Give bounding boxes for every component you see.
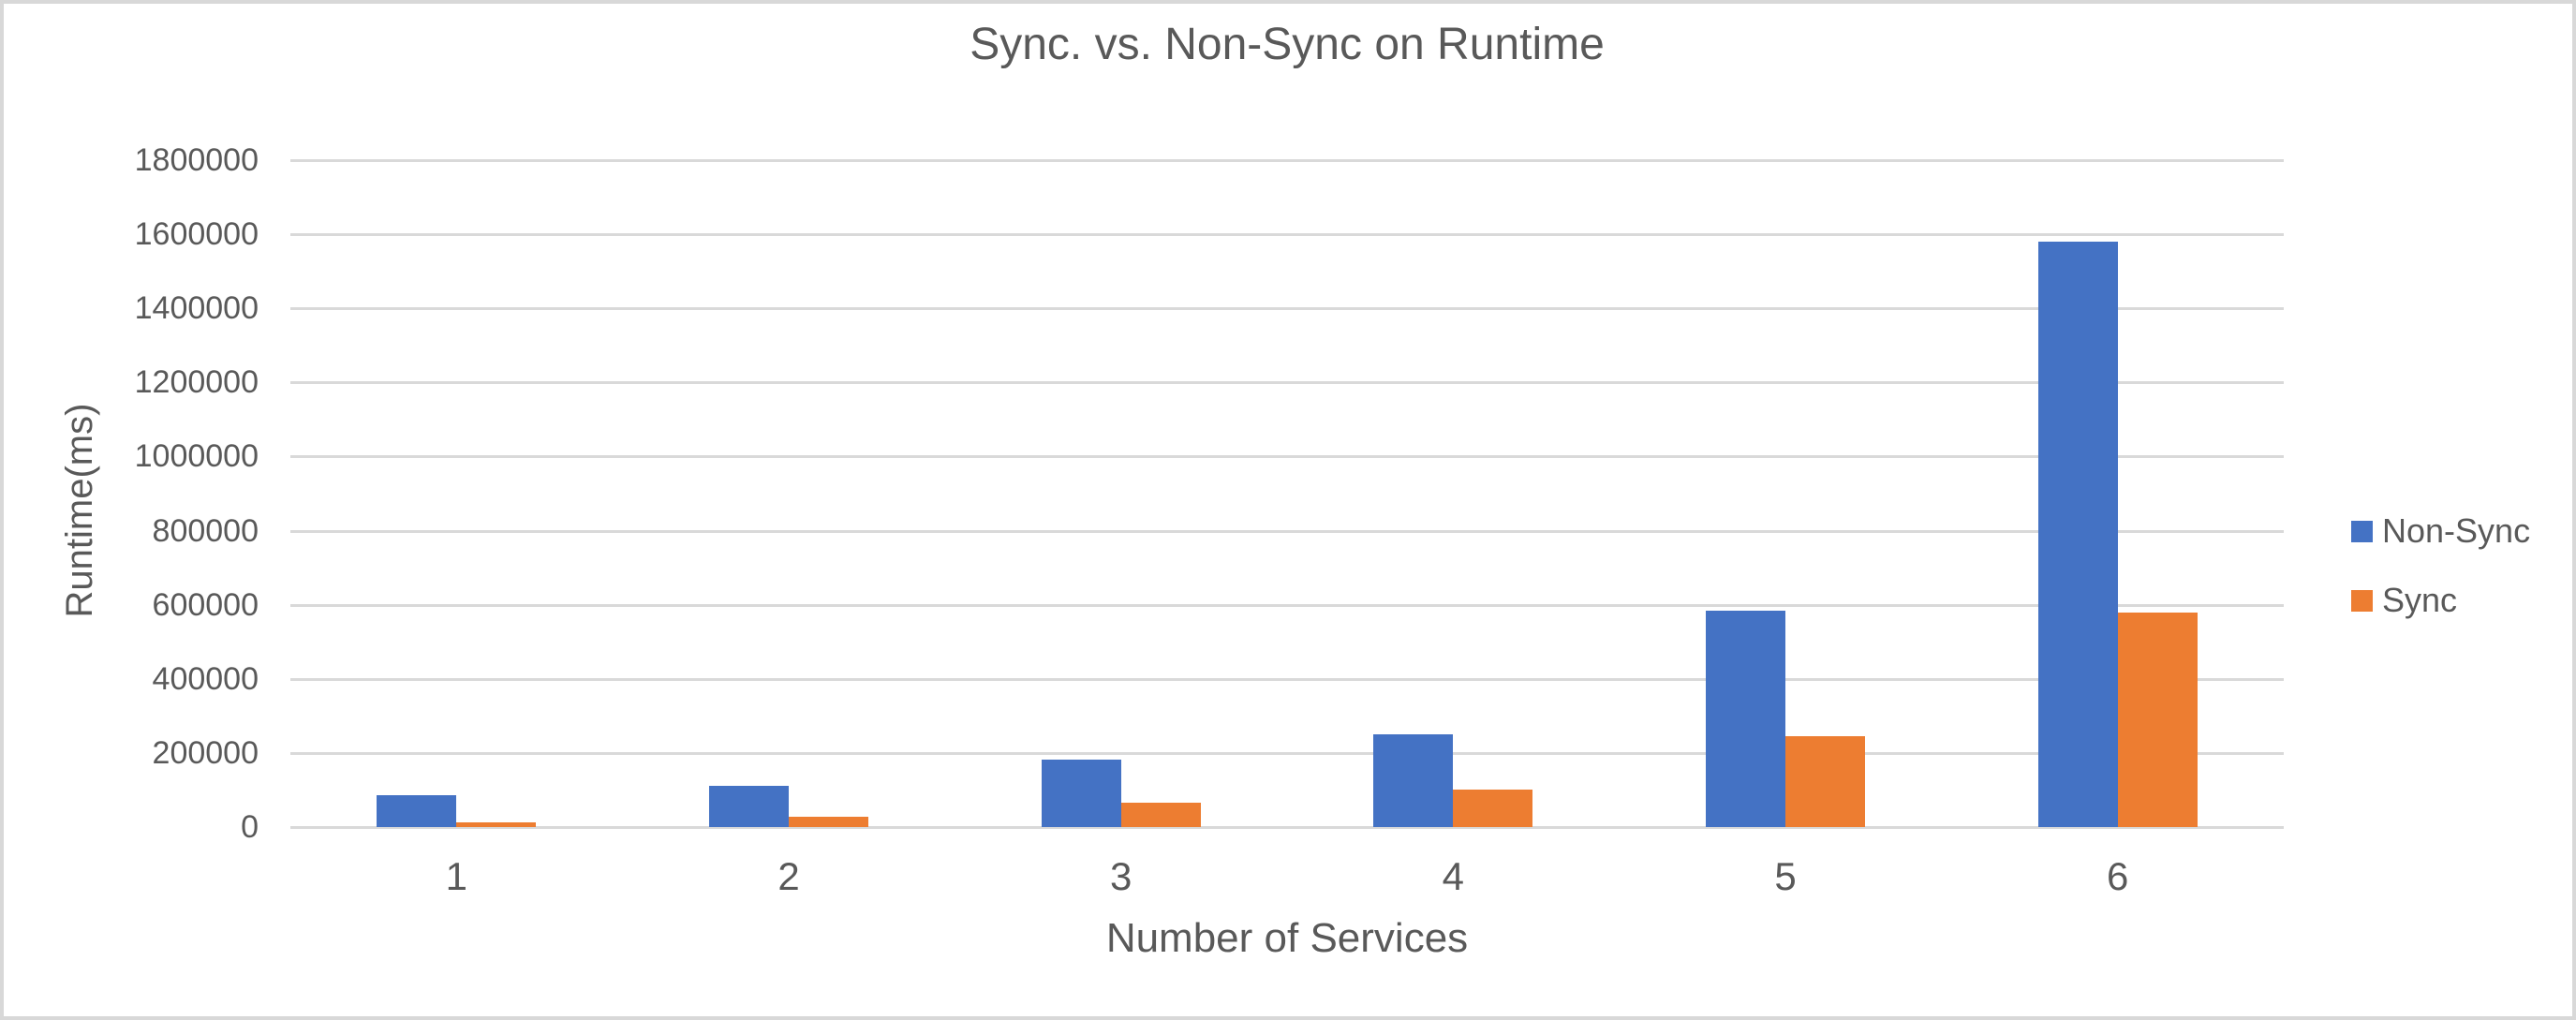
- gridline: [290, 603, 2284, 607]
- x-tick-label: 4: [1442, 854, 1464, 898]
- legend: Non-Sync Sync: [2351, 514, 2530, 617]
- x-tick-label: 2: [777, 854, 800, 898]
- bar-sync-6[interactable]: [2117, 612, 2198, 827]
- bar-sync-3[interactable]: [1120, 803, 1201, 827]
- bar-non-sync-3[interactable]: [1041, 759, 1121, 827]
- gridline: [290, 381, 2284, 385]
- y-tick-label: 0: [241, 809, 259, 845]
- gridline: [290, 233, 2284, 237]
- y-tick-label: 1600000: [134, 216, 259, 253]
- bar-sync-4[interactable]: [1453, 790, 1533, 827]
- bar-non-sync-6[interactable]: [2037, 242, 2118, 827]
- bar-sync-5[interactable]: [1785, 736, 1865, 827]
- y-tick-label: 1200000: [134, 364, 259, 401]
- bar-non-sync-5[interactable]: [1706, 610, 1785, 827]
- y-tick-label: 1400000: [134, 290, 259, 327]
- gridline: [290, 677, 2284, 681]
- chart-title: Sync. vs. Non-Sync on Runtime: [970, 20, 1605, 69]
- y-tick-label: 1000000: [134, 438, 259, 475]
- legend-item-sync[interactable]: Sync: [2351, 584, 2530, 617]
- gridline: [290, 529, 2284, 533]
- x-tick-label: 3: [1109, 854, 1133, 898]
- gridline: [290, 826, 2284, 829]
- gridline: [290, 307, 2284, 311]
- bar-sync-1[interactable]: [456, 821, 537, 827]
- y-tick-label: 400000: [152, 660, 259, 697]
- x-tick-label: 1: [445, 854, 467, 898]
- gridline: [290, 159, 2284, 162]
- bar-sync-2[interactable]: [789, 816, 868, 827]
- y-tick-label: 1800000: [134, 142, 259, 178]
- bar-non-sync-2[interactable]: [709, 785, 789, 827]
- legend-item-non-sync[interactable]: Non-Sync: [2351, 514, 2530, 548]
- y-tick-label: 600000: [152, 586, 259, 623]
- x-axis-title: Number of Services: [1105, 915, 1469, 961]
- legend-label-non-sync: Non-Sync: [2382, 511, 2531, 550]
- legend-swatch-sync-icon: [2351, 589, 2373, 612]
- bar-non-sync-1[interactable]: [377, 795, 457, 827]
- legend-swatch-non-sync-icon: [2351, 520, 2373, 542]
- x-tick-label: 6: [2106, 854, 2129, 898]
- x-tick-label: 5: [1774, 854, 1797, 898]
- y-tick-label: 200000: [152, 734, 259, 771]
- gridline: [290, 751, 2284, 755]
- legend-label-sync: Sync: [2382, 581, 2458, 619]
- gridline: [290, 455, 2284, 459]
- y-tick-label: 800000: [152, 512, 259, 549]
- bar-non-sync-4[interactable]: [1373, 734, 1454, 827]
